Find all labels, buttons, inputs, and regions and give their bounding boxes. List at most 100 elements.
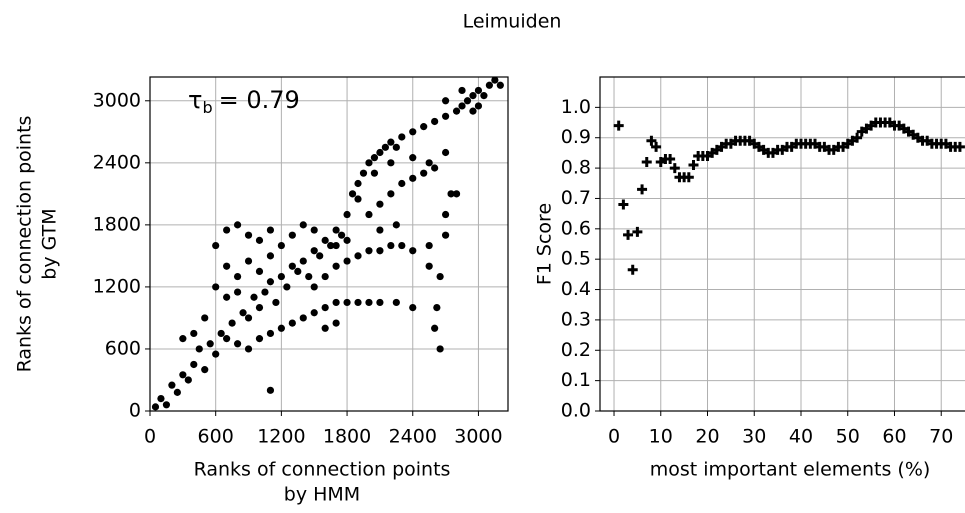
point: [288, 319, 296, 327]
point: [266, 386, 275, 394]
point: [365, 247, 373, 255]
point: [433, 303, 441, 312]
plus-marker: [954, 141, 965, 152]
y-tick-label: 0.0: [561, 400, 591, 422]
plus-marker: [618, 199, 629, 210]
point: [425, 262, 433, 270]
plus-marker: [637, 184, 648, 195]
point: [288, 262, 296, 270]
point: [343, 257, 351, 265]
point: [223, 262, 231, 270]
y-tick-label: 2400: [93, 151, 141, 173]
point: [266, 329, 275, 338]
point: [387, 138, 395, 146]
point: [316, 252, 324, 260]
point: [447, 190, 455, 198]
x-tick-label: 30: [742, 426, 766, 448]
point: [354, 252, 362, 260]
y-tick-label: 0.1: [561, 369, 591, 391]
point: [392, 143, 400, 151]
point: [277, 272, 285, 281]
point: [310, 283, 318, 291]
x-tick-label: 600: [198, 426, 234, 448]
point: [244, 314, 253, 322]
plus-marker: [623, 229, 634, 240]
point: [283, 283, 291, 291]
point: [332, 262, 340, 270]
point: [195, 345, 203, 353]
x-tick-label: 0: [608, 426, 620, 448]
y-tick-label: 600: [105, 337, 141, 359]
point: [436, 272, 444, 281]
point: [365, 210, 373, 219]
point: [354, 179, 362, 188]
point: [474, 102, 483, 110]
point: [261, 288, 269, 296]
annotation: τb = 0.79: [188, 86, 300, 117]
x-axis-label: Ranks of connection points: [194, 459, 451, 481]
point: [425, 241, 433, 250]
point: [381, 143, 389, 151]
point: [321, 272, 329, 281]
point: [376, 298, 384, 307]
point: [206, 340, 214, 348]
point: [365, 159, 373, 167]
point: [348, 190, 357, 198]
point: [398, 241, 406, 250]
point: [277, 324, 285, 332]
point: [299, 221, 307, 229]
point: [327, 241, 335, 250]
point: [233, 221, 242, 229]
x-axis-label: by HMM: [284, 484, 360, 506]
point: [485, 81, 493, 89]
point: [288, 231, 296, 239]
point: [321, 324, 329, 332]
plus-marker: [665, 153, 676, 164]
point: [255, 335, 264, 343]
plus-marker: [852, 132, 863, 143]
point: [452, 190, 461, 198]
point: [244, 257, 253, 265]
point: [233, 272, 242, 281]
point: [431, 117, 439, 126]
point: [223, 335, 231, 343]
point: [420, 123, 428, 131]
point: [299, 314, 307, 322]
point: [337, 231, 346, 239]
y-tick-label: 0.9: [561, 126, 591, 148]
y-tick-label: 1800: [93, 213, 141, 235]
plot-frame: [599, 76, 965, 412]
point: [354, 298, 362, 307]
point: [228, 319, 236, 327]
point: [441, 112, 450, 120]
x-tick-label: 2400: [389, 426, 437, 448]
y-tick-label: 1200: [93, 275, 141, 297]
point: [168, 381, 176, 389]
point: [441, 210, 450, 219]
y-axis-label: by GTM: [39, 208, 61, 279]
x-tick-label: 50: [836, 426, 860, 448]
plus-marker: [632, 226, 643, 237]
point: [184, 376, 192, 384]
point: [376, 148, 384, 157]
annotation-text: = 0.79: [219, 86, 300, 114]
point: [321, 303, 329, 312]
y-axis-label: F1 Score: [534, 203, 556, 285]
point: [343, 210, 351, 219]
point: [398, 179, 406, 188]
point: [392, 298, 400, 307]
point: [173, 388, 181, 396]
annotation-subscript: b: [202, 98, 212, 117]
point: [332, 319, 340, 327]
point: [223, 293, 231, 301]
point: [441, 148, 450, 157]
y-tick-label: 0: [129, 400, 141, 422]
point: [321, 236, 329, 244]
point: [398, 133, 406, 141]
point: [212, 350, 220, 358]
point: [244, 231, 253, 239]
x-tick-label: 10: [649, 426, 673, 448]
plus-marker: [627, 264, 638, 275]
point: [332, 241, 340, 250]
